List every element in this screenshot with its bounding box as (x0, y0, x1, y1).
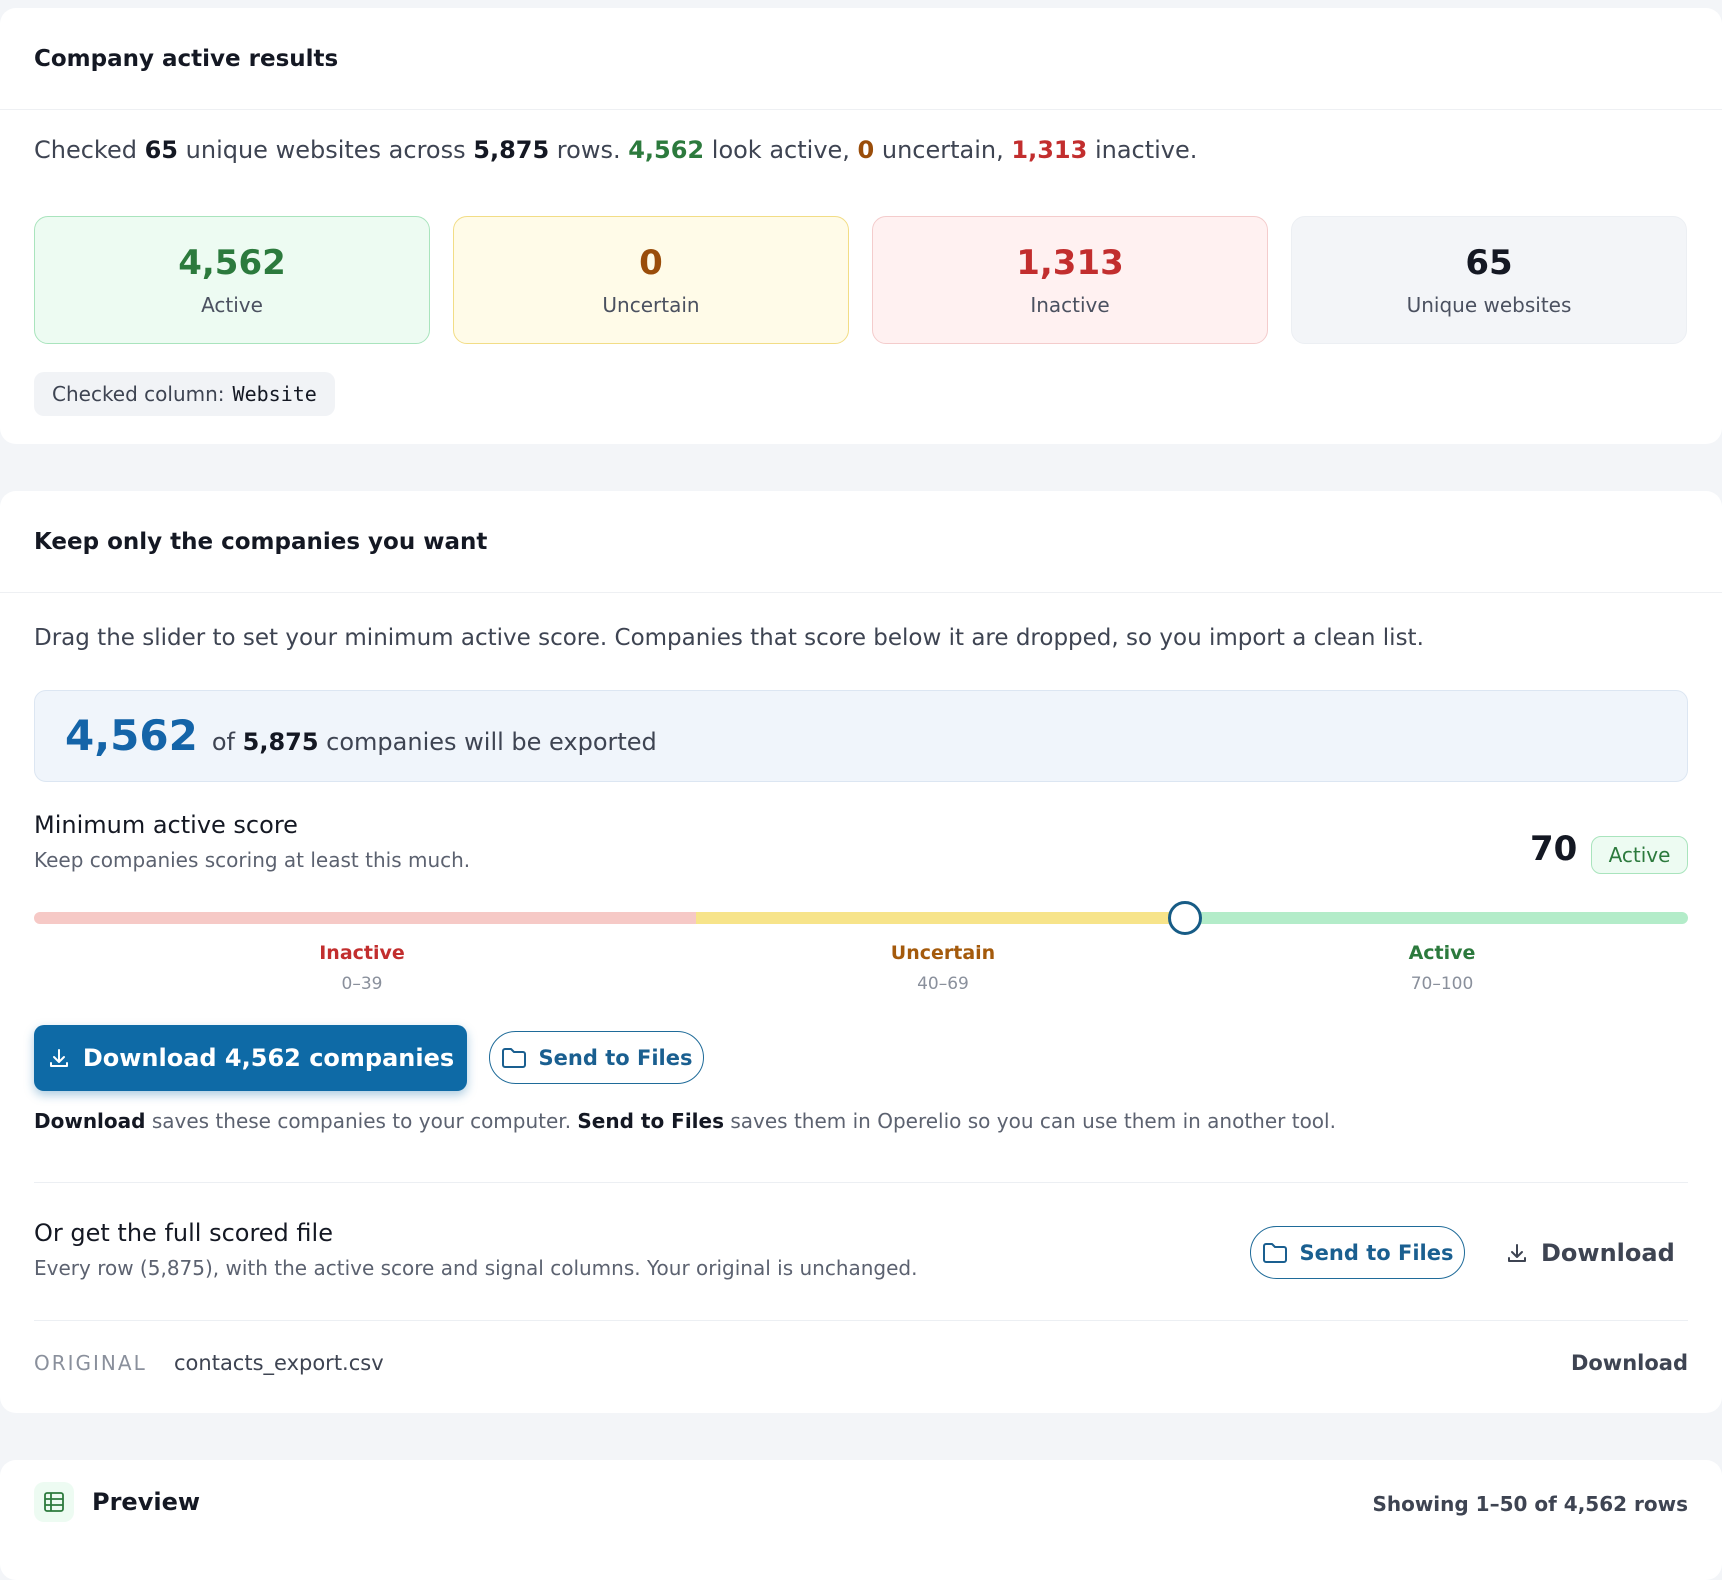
full-send-to-files-label: Send to Files (1299, 1240, 1454, 1265)
slider-track-active[interactable] (1192, 912, 1688, 924)
summary-text: uncertain, (874, 136, 1012, 164)
summary-uncertain-count: 0 (857, 136, 875, 164)
export-note: Download saves these companies to your c… (34, 1109, 1336, 1133)
slider-track-inactive[interactable] (34, 912, 696, 924)
results-title: Company active results (34, 45, 339, 72)
stat-value: 1,313 (1016, 243, 1124, 283)
stat-active: 4,562 Active (34, 216, 430, 344)
send-to-files-label: Send to Files (538, 1045, 693, 1070)
stat-unique-websites: 65 Unique websites (1291, 216, 1687, 344)
export-count-box: 4,562 of 5,875 companies will be exporte… (34, 690, 1688, 782)
stat-value: 65 (1465, 243, 1513, 283)
preview-card: Preview Showing 1–50 of 4,562 rows (0, 1460, 1722, 1580)
original-file-name: contacts_export.csv (174, 1351, 384, 1375)
zone-name: Uncertain (890, 942, 996, 964)
note-bold: Send to Files (577, 1109, 724, 1133)
summary-text: look active, (704, 136, 858, 164)
stat-value: 0 (639, 243, 663, 283)
stat-value: 4,562 (178, 243, 286, 283)
stat-uncertain: 0 Uncertain (453, 216, 849, 344)
zone-name: Inactive (319, 942, 405, 964)
export-suffix: companies will be exported (318, 728, 657, 756)
results-card: Company active results Checked 65 unique… (0, 8, 1722, 444)
min-score-sub: Keep companies scoring at least this muc… (34, 848, 471, 872)
filter-intro: Drag the slider to set your minimum acti… (34, 625, 1424, 651)
full-download-label: Download (1541, 1239, 1675, 1267)
stat-label: Unique websites (1406, 293, 1572, 317)
full-send-to-files-button[interactable]: Send to Files (1250, 1226, 1465, 1279)
summary-text: Checked (34, 136, 145, 164)
score-value: 70 (1530, 829, 1578, 869)
folder-icon (1262, 1242, 1288, 1264)
filter-title: Keep only the companies you want (34, 528, 488, 555)
zone-uncertain: Uncertain 40–69 (843, 942, 1043, 994)
filter-card: Keep only the companies you want Drag th… (0, 491, 1722, 1413)
score-status-badge: Active (1591, 836, 1688, 874)
slider-thumb[interactable] (1168, 901, 1202, 935)
full-file-title: Or get the full scored file (34, 1219, 333, 1247)
divider (34, 1182, 1688, 1183)
summary-active-count: 4,562 (628, 136, 705, 164)
zone-inactive: Inactive 0–39 (262, 942, 462, 994)
checked-column-value: Website (232, 382, 317, 406)
stat-label: Inactive (1030, 293, 1110, 317)
download-icon (47, 1046, 71, 1070)
download-companies-label: Download 4,562 companies (82, 1044, 455, 1072)
download-companies-button[interactable]: Download 4,562 companies (34, 1025, 467, 1091)
slider-track-uncertain[interactable] (696, 912, 1192, 924)
summary-text: rows. (549, 136, 629, 164)
note-text: saves these companies to your computer. (145, 1109, 578, 1133)
preview-row-count: Showing 1–50 of 4,562 rows (1372, 1492, 1688, 1516)
send-to-files-button[interactable]: Send to Files (489, 1031, 704, 1084)
stat-inactive: 1,313 Inactive (872, 216, 1268, 344)
summary-inactive-count: 1,313 (1011, 136, 1088, 164)
zone-range: 0–39 (341, 974, 383, 994)
divider (34, 1320, 1688, 1321)
stat-label: Uncertain (602, 293, 700, 317)
original-download-link[interactable]: Download (1570, 1351, 1688, 1375)
preview-title: Preview (92, 1488, 201, 1516)
export-count: 4,562 (65, 711, 198, 760)
checked-column-chip: Checked column: Website (34, 372, 335, 416)
summary-text: inactive. (1087, 136, 1198, 164)
export-of: of (211, 728, 243, 756)
summary-row-count: 5,875 (473, 136, 550, 164)
summary-text: unique websites across (178, 136, 474, 164)
checked-column-label: Checked column: (52, 382, 225, 406)
full-download-button[interactable]: Download (1505, 1228, 1675, 1278)
zone-active: Active 70–100 (1342, 942, 1542, 994)
original-label: ORIGINAL (34, 1351, 147, 1375)
zone-range: 40–69 (917, 974, 969, 994)
stat-label: Active (201, 293, 263, 317)
note-text: saves them in Operelio so you can use th… (724, 1109, 1336, 1133)
zone-range: 70–100 (1410, 974, 1474, 994)
results-header: Company active results (0, 8, 1722, 110)
results-summary: Checked 65 unique websites across 5,875 … (34, 136, 1197, 164)
note-bold: Download (34, 1109, 146, 1133)
summary-unique-count: 65 (144, 136, 179, 164)
table-icon (34, 1482, 74, 1522)
min-score-slider[interactable] (34, 899, 1688, 935)
export-total: 5,875 (242, 728, 319, 756)
download-icon (1505, 1241, 1529, 1265)
filter-header: Keep only the companies you want (0, 491, 1722, 593)
full-file-sub: Every row (5,875), with the active score… (34, 1256, 918, 1280)
folder-icon (501, 1047, 527, 1069)
export-count-text: of 5,875 companies will be exported (212, 728, 657, 756)
min-score-label: Minimum active score (34, 811, 298, 839)
zone-name: Active (1408, 942, 1476, 964)
